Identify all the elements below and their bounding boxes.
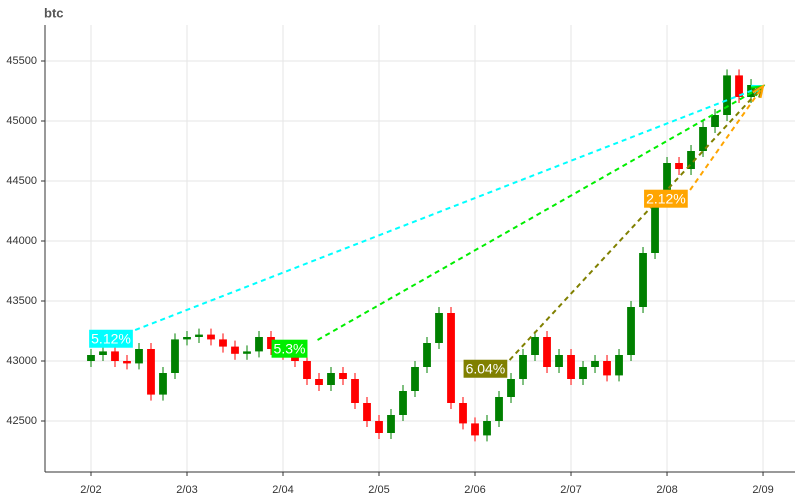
candle-body [267, 337, 275, 349]
candle-body [495, 397, 503, 421]
candle-body [423, 343, 431, 367]
candle-body [471, 423, 479, 436]
arrow-head [752, 84, 765, 99]
x-tick-label: 2/03 [176, 484, 197, 496]
x-tick-label: 2/04 [272, 484, 293, 496]
annotation-label: 5.12% [89, 329, 133, 348]
chart-title: btc [44, 5, 64, 20]
candle-body [555, 355, 563, 367]
candle-body [543, 337, 551, 367]
y-tick-label: 44500 [6, 175, 37, 187]
annotation-text: 6.04% [466, 361, 506, 377]
candle-body [675, 163, 683, 169]
candle-body [183, 337, 191, 340]
candle-body [483, 421, 491, 436]
candle-body [579, 367, 587, 379]
candle-body [171, 339, 179, 373]
candle-body [699, 127, 707, 151]
candle-body [459, 403, 467, 424]
candle-body [567, 355, 575, 379]
candle-body [111, 351, 119, 361]
candle-body [591, 361, 599, 367]
x-tick-label: 2/05 [368, 484, 389, 496]
candle-body [411, 367, 419, 391]
annotation-box [271, 339, 308, 358]
annotation-text: 2.12% [646, 191, 686, 207]
candle-body [207, 334, 215, 340]
annotation-box [644, 189, 688, 208]
candle-body [219, 339, 227, 347]
candle-body [351, 379, 359, 403]
candle-body [735, 75, 743, 97]
annotation-text: 5.12% [91, 331, 131, 347]
annotation-arrow [134, 85, 764, 331]
candle-body [615, 355, 623, 376]
candle-body [375, 421, 383, 433]
annotation-box [463, 359, 508, 378]
candle-body [447, 313, 455, 403]
annotation-arrow [317, 85, 764, 341]
candle-body [531, 337, 539, 355]
candle-body [387, 415, 395, 433]
y-tick-label: 44000 [6, 235, 37, 247]
candle-body [147, 349, 155, 395]
y-tick-label: 45500 [6, 55, 37, 67]
candle-body [99, 351, 107, 355]
y-tick-label: 42500 [6, 415, 37, 427]
candle-body [603, 361, 611, 376]
candle-body [399, 391, 407, 415]
annotation-box [89, 329, 133, 348]
candle-body [723, 75, 731, 115]
x-tick-label: 2/08 [656, 484, 677, 496]
candle-body [687, 151, 695, 169]
candle-body [231, 346, 239, 354]
x-tick-label: 2/02 [80, 484, 101, 496]
candle-body [195, 334, 203, 337]
candle-body [519, 355, 527, 379]
annotation-arrow [689, 85, 764, 191]
candle-body [663, 163, 671, 199]
annotation-label: 5.3% [271, 339, 308, 358]
candle-body [123, 361, 131, 364]
y-tick-label: 43000 [6, 355, 37, 367]
candle-body [87, 355, 95, 361]
candle-body [627, 307, 635, 355]
candle-body [363, 403, 371, 421]
candle-body [135, 349, 143, 364]
candle-body [711, 115, 719, 127]
candle-body [243, 351, 251, 354]
candle-body [303, 361, 311, 379]
annotation-text: 5.3% [274, 341, 306, 357]
candle-body [327, 373, 335, 385]
candle-body [339, 373, 347, 379]
y-tick-label: 43500 [6, 295, 37, 307]
annotation-label: 6.04% [463, 359, 508, 378]
annotation-label: 2.12% [644, 189, 688, 208]
candle-body [507, 379, 515, 397]
annotation-arrow [508, 85, 764, 361]
x-tick-label: 2/07 [560, 484, 581, 496]
candle-body [639, 253, 647, 307]
x-tick-label: 2/06 [464, 484, 485, 496]
x-tick-label: 2/09 [752, 484, 773, 496]
y-tick-label: 45000 [6, 115, 37, 127]
candle-body [315, 379, 323, 385]
candle-body [255, 337, 263, 352]
candle-body [159, 373, 167, 395]
candle-body [651, 199, 659, 253]
candle-body [435, 313, 443, 343]
